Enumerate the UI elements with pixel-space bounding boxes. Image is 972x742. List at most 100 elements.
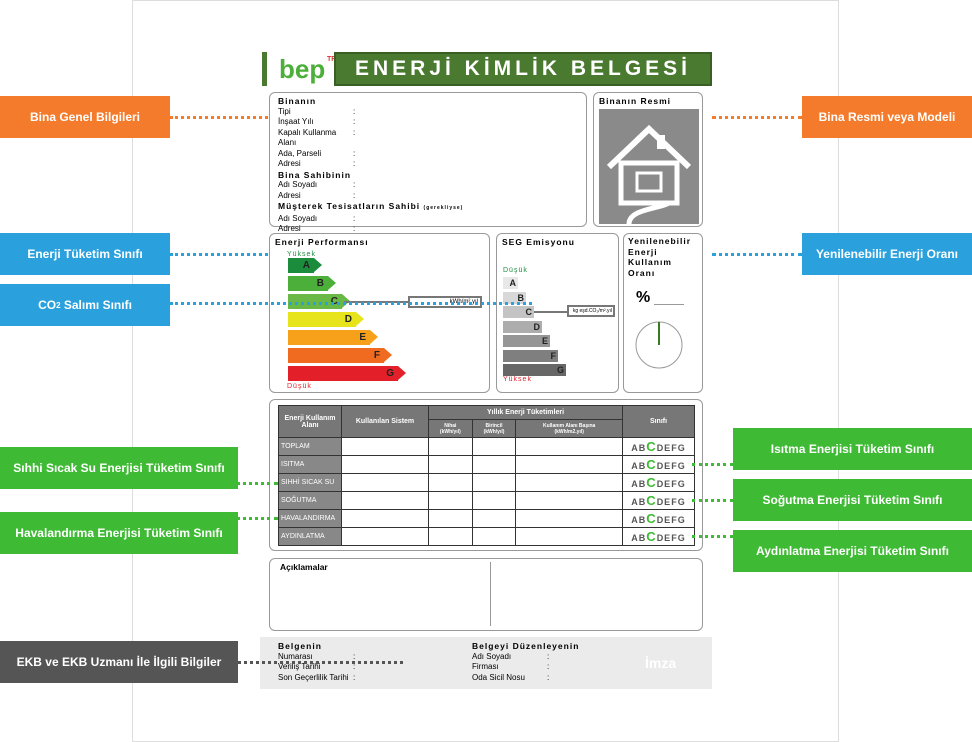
subheader: Birincil (kWh/yıl) bbox=[471, 419, 517, 438]
building-info-section: Binanın Tipi: İnşaat Yılı: Kapalı Kullanma… bbox=[269, 92, 587, 233]
colon: : bbox=[547, 651, 550, 661]
connector bbox=[230, 517, 278, 520]
bep-logo: bep TR bbox=[262, 52, 336, 86]
field-row: Adresi: bbox=[278, 159, 578, 170]
colon: : bbox=[353, 148, 356, 158]
colon: : bbox=[353, 127, 356, 137]
field-label: Firması bbox=[472, 662, 499, 671]
seg-class-E: E bbox=[503, 335, 550, 347]
field-label: Adı Soyadı bbox=[472, 651, 512, 661]
percent-blank bbox=[654, 304, 684, 305]
cell[interactable] bbox=[515, 473, 623, 492]
row-label: ISITMA bbox=[278, 455, 342, 474]
callout-sicak-su: Sıhhi Sıcak Su Enerjisi Tüketim Sınıfı bbox=[0, 447, 238, 489]
field-label: Veriliş Tarihi bbox=[278, 662, 321, 671]
cell[interactable] bbox=[515, 455, 623, 474]
notes-divider bbox=[490, 562, 491, 626]
seg-class-A: A bbox=[503, 277, 518, 289]
renewable-section: Yenilenebilir Enerji Kullanım Oranı % bbox=[623, 233, 703, 393]
cell[interactable] bbox=[428, 509, 473, 528]
seg-class-D: D bbox=[503, 320, 542, 333]
field-label: Adresi bbox=[278, 159, 301, 168]
cell[interactable] bbox=[471, 455, 517, 474]
system-cell[interactable] bbox=[341, 509, 429, 528]
colon: : bbox=[547, 662, 550, 671]
colon: : bbox=[353, 651, 356, 661]
colon: : bbox=[353, 106, 356, 116]
cell[interactable] bbox=[515, 437, 623, 456]
cell[interactable] bbox=[471, 491, 517, 510]
system-cell[interactable] bbox=[341, 473, 429, 492]
field-row: Adresi: bbox=[278, 224, 578, 235]
consumption-table: Enerji Kullanım Alanı Kullanılan Sistem Yı… bbox=[278, 405, 695, 546]
field-label: Ada, Parseli bbox=[278, 148, 322, 158]
table-row: AYDINLATMA ABCDEFG bbox=[278, 527, 695, 546]
field-label: Numarası bbox=[278, 651, 313, 661]
callout-sogutma: Soğutma Enerjisi Tüketim Sınıfı bbox=[733, 479, 972, 521]
system-cell[interactable] bbox=[341, 455, 429, 474]
connector bbox=[692, 499, 733, 502]
cell[interactable] bbox=[428, 473, 473, 492]
table-row: TOPLAM ABCDEFG bbox=[278, 437, 695, 456]
connector bbox=[170, 253, 268, 256]
class-scale: ABCDEFG bbox=[622, 473, 695, 492]
field-label: Adresi bbox=[278, 224, 301, 233]
connector bbox=[692, 535, 733, 538]
cell[interactable] bbox=[428, 527, 473, 546]
callout-bina-resmi: Bina Resmi veya Modeli bbox=[802, 96, 972, 138]
connector bbox=[238, 661, 403, 664]
building-picture-section: Binanın Resmi bbox=[593, 92, 703, 227]
field-row: Kapalı Kullanma Alanı: bbox=[278, 128, 578, 149]
seg-class-F: F bbox=[503, 349, 558, 362]
field-label: Oda Sicil Nosu bbox=[472, 672, 525, 682]
row-label: SIHHİ SICAK SU bbox=[278, 473, 342, 492]
system-cell[interactable] bbox=[341, 437, 429, 456]
connector bbox=[712, 116, 802, 119]
callout-yenilenebilir: Yenilenebilir Enerji Oranı bbox=[802, 233, 972, 275]
cell[interactable] bbox=[471, 509, 517, 528]
connector bbox=[712, 253, 802, 256]
field-row: Son Geçerlilik Tarihi: bbox=[278, 673, 355, 684]
cell[interactable] bbox=[428, 455, 473, 474]
class-scale: ABCDEFG bbox=[622, 437, 695, 456]
cell[interactable] bbox=[515, 491, 623, 510]
field-label: Adresi bbox=[278, 190, 301, 200]
field-label: Adı Soyadı bbox=[278, 213, 318, 223]
cell[interactable] bbox=[515, 527, 623, 546]
field-row: Veriliş Tarihi: bbox=[278, 662, 355, 673]
cell[interactable] bbox=[428, 437, 473, 456]
subheader: Nihai (kWh/yıl) bbox=[428, 419, 473, 438]
cell[interactable] bbox=[471, 527, 517, 546]
notes-section: Açıklamalar bbox=[269, 558, 703, 631]
field-row: Numarası: bbox=[278, 652, 355, 663]
signature-label: İmza bbox=[645, 655, 677, 671]
field-label: Son Geçerlilik Tarihi bbox=[278, 672, 349, 682]
field-row: Adı Soyadı: bbox=[472, 652, 579, 663]
colon: : bbox=[353, 662, 356, 671]
seg-class-G: G bbox=[503, 364, 566, 376]
seg-value-box: kg eşd.CO₂/m².yıl bbox=[567, 305, 615, 317]
cell[interactable] bbox=[515, 509, 623, 528]
cell[interactable] bbox=[471, 473, 517, 492]
system-cell[interactable] bbox=[341, 491, 429, 510]
cell[interactable] bbox=[471, 437, 517, 456]
colon: : bbox=[353, 180, 356, 189]
energy-class-D: D bbox=[288, 312, 364, 327]
house-icon bbox=[599, 109, 699, 224]
callout-havalandirma: Havalandırma Enerjisi Tüketim Sınıfı bbox=[0, 512, 238, 554]
table-row: SIHHİ SICAK SU ABCDEFG bbox=[278, 473, 695, 492]
field-row: Adı Soyadı: bbox=[278, 180, 578, 191]
system-cell[interactable] bbox=[341, 527, 429, 546]
field-row: Oda Sicil Nosu: bbox=[472, 673, 579, 684]
field-row: Firması: bbox=[472, 662, 579, 673]
cell[interactable] bbox=[428, 491, 473, 510]
colon: : bbox=[353, 190, 356, 200]
callout-isitma: Isıtma Enerjisi Tüketim Sınıfı bbox=[733, 428, 972, 470]
connector bbox=[170, 302, 532, 305]
seg-pointer-line bbox=[534, 311, 567, 313]
connector bbox=[230, 482, 278, 485]
consumption-table-section: Enerji Kullanım Alanı Kullanılan Sistem Yı… bbox=[269, 399, 703, 551]
colon: : bbox=[353, 672, 356, 682]
